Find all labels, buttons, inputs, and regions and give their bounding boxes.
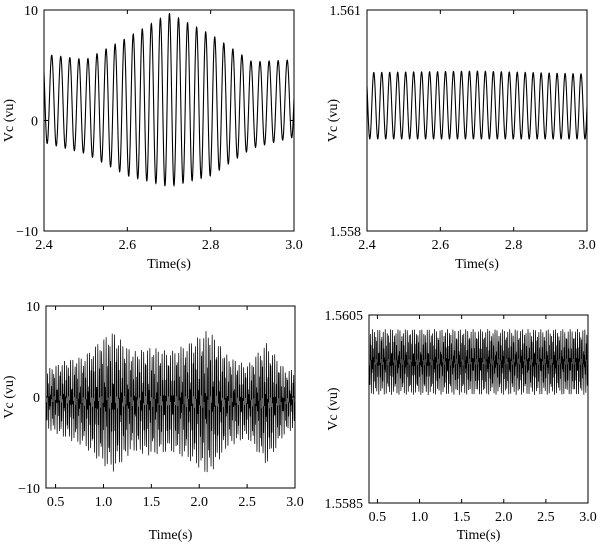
x-tick-label: 1.5	[143, 495, 161, 510]
x-tick-label: 2.6	[119, 238, 137, 253]
y-tick-label: 10	[26, 300, 40, 315]
panel-2: 2.4 2.6 2.8 3.0 1.561 1.558 Time(s) Vc (vu)	[326, 4, 596, 272]
x-tick-label: 2.6	[432, 238, 450, 253]
signal-trace-4-1	[368, 328, 589, 396]
x-tick-label: 3.0	[285, 238, 303, 253]
x-axis-label: Time(s)	[149, 528, 193, 543]
x-tick-label: 3.0	[286, 495, 304, 510]
signal-trace-2-1	[366, 70, 588, 140]
x-tick-label: 2.5	[537, 510, 555, 525]
x-tick-label: 2.4	[358, 238, 376, 253]
x-axis-label: Time(s)	[457, 528, 501, 543]
y-axis-label: Vc (vu)	[326, 387, 341, 430]
x-tick-label: 1.0	[411, 510, 429, 525]
signal-trace-3-1	[45, 331, 296, 473]
y-tick-label: 0	[33, 391, 40, 406]
y-tick-label: 1.561	[330, 4, 362, 19]
y-tick-label: 10	[24, 4, 38, 19]
x-axis-label: Time(s)	[147, 257, 191, 272]
y-tick-label: −10	[16, 225, 38, 240]
y-axis-label: Vc (vu)	[2, 375, 17, 418]
x-tick-label: 1.5	[453, 510, 471, 525]
y-tick-label: 0	[31, 115, 38, 130]
y-tick-label: 1.558	[330, 225, 362, 240]
x-tick-label: 3.0	[579, 510, 597, 525]
x-tick-label: 2.8	[505, 238, 523, 253]
y-axis-label: Vc (vu)	[2, 99, 17, 142]
x-axis-label: Time(s)	[455, 257, 499, 272]
y-tick-label: 1.5585	[325, 497, 364, 512]
axes-frame	[368, 314, 589, 504]
y-tick-label: −10	[18, 482, 40, 497]
x-tick-label: 2.4	[35, 238, 53, 253]
panel-3: 0.5 1.0 1.5 2.0 2.5 3.0 10 0 −10 Time(s) Vc (vu)	[2, 300, 304, 543]
axes-frame	[366, 9, 588, 232]
x-tick-label: 2.5	[238, 495, 256, 510]
x-tick-label: 1.0	[95, 495, 113, 510]
panel-1: 2.4 2.6 2.8 3.0 10 0 −10 Time(s) Vc (vu)	[2, 4, 303, 272]
x-tick-label: 0.5	[47, 495, 65, 510]
x-tick-label: 0.5	[369, 510, 387, 525]
y-axis-label: Vc (vu)	[326, 99, 341, 142]
x-tick-label: 2.8	[202, 238, 220, 253]
y-tick-label: 1.5605	[325, 309, 364, 324]
signal-trace-1-1	[43, 12, 295, 187]
x-tick-label: 3.0	[578, 238, 596, 253]
x-tick-label: 2.0	[495, 510, 513, 525]
x-tick-label: 2.0	[190, 495, 208, 510]
panel-4: 0.5 1.0 1.5 2.0 2.5 3.0 1.5605 1.5585 Time(s) Vc …	[325, 309, 597, 543]
